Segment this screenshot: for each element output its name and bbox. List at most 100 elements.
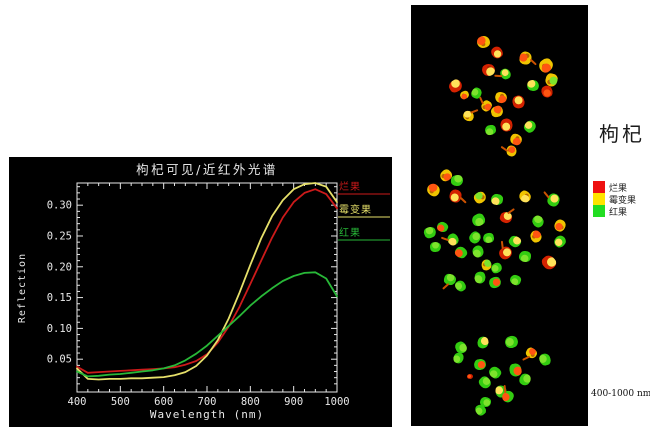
legend-row: 霉变果 <box>593 193 637 206</box>
berry-blob <box>508 273 522 286</box>
berry-blob <box>422 225 438 240</box>
berry-stem <box>500 240 504 249</box>
berry-blob <box>440 232 461 247</box>
berry-blob <box>429 240 441 253</box>
berry-blob <box>469 211 487 228</box>
berry-stem <box>493 73 502 77</box>
berry-blob <box>529 229 543 244</box>
y-tick-label: 0.15 <box>47 292 72 304</box>
berry-stem <box>478 95 484 104</box>
berry-blob <box>481 231 495 244</box>
chart-legend-label: 红果 <box>339 226 361 239</box>
berry-stem <box>529 57 537 65</box>
berry-blob <box>502 333 520 350</box>
legend-color-swatch <box>593 181 605 193</box>
classification-image-panel <box>411 5 588 426</box>
berry-blob <box>500 144 517 157</box>
spectral-chart: 400 500 600 700 800 900 1000 0.05 0.10 0.15 0.20 0.… <box>17 162 390 421</box>
berry-blob <box>473 270 487 285</box>
berry-blob <box>434 219 450 234</box>
x-tick-label: 700 <box>198 396 217 408</box>
berry-blob <box>480 62 496 77</box>
legend-label: 烂果 <box>609 183 628 194</box>
berry-blob <box>467 229 483 246</box>
y-tick-label: 0.30 <box>47 200 72 212</box>
berry-blob <box>466 373 474 380</box>
series-curve-1 <box>76 182 338 381</box>
berry-blob <box>488 44 506 61</box>
x-tick-label: 500 <box>111 396 130 408</box>
berry-stem <box>440 236 449 242</box>
berry-blob <box>498 208 516 225</box>
y-axis-label: Reflection <box>17 253 28 323</box>
legend-color-swatch <box>593 193 605 205</box>
x-axis-label: Wavelength (nm) <box>150 408 264 421</box>
berry-blob <box>518 50 537 65</box>
berry-blob <box>489 104 505 119</box>
berry-blob <box>460 108 479 123</box>
legend-row: 烂果 <box>593 181 636 194</box>
berry-blob <box>510 93 526 110</box>
berry-blob <box>498 116 514 133</box>
legend-label: 霉变果 <box>609 195 637 206</box>
berry-blob <box>536 56 556 75</box>
x-tick-label: 900 <box>284 396 303 408</box>
berry-blob <box>475 334 491 351</box>
berry-stem <box>470 108 479 114</box>
berry-blob <box>539 252 559 273</box>
berry-stem <box>441 282 450 290</box>
berry-blob <box>522 118 538 135</box>
berry-blob <box>551 233 569 250</box>
berry-blob <box>542 190 561 208</box>
berry-blob <box>517 188 533 205</box>
wavelength-range-caption: 400-1000 nm <box>591 389 650 399</box>
berry-blob <box>471 189 489 206</box>
chart-legend-label: 霉变果 <box>339 203 372 216</box>
berry-blob <box>472 357 488 372</box>
berry-blob <box>458 89 470 100</box>
berry-blob <box>490 193 504 206</box>
berry-blob <box>530 213 546 230</box>
legend-row: 红果 <box>593 205 636 218</box>
berry-stem <box>521 354 530 361</box>
berry-blob <box>493 66 513 81</box>
sample-name-label: 枸杞 <box>599 122 645 146</box>
plot-frame <box>76 182 338 393</box>
berry-blob <box>448 188 467 203</box>
y-tick-label: 0.10 <box>47 323 72 335</box>
berry-blob <box>476 35 490 48</box>
berry-blob <box>483 123 497 136</box>
berry-blob <box>518 250 532 263</box>
chart-legend-label: 烂果 <box>339 181 361 193</box>
berry-blob <box>537 352 553 367</box>
berry-blob <box>525 78 541 93</box>
berry-stem <box>542 190 550 199</box>
berry-blob <box>552 217 568 234</box>
x-tick-label: 600 <box>154 396 173 408</box>
berry-stem <box>507 208 516 215</box>
y-tick-label: 0.05 <box>47 354 72 366</box>
series-curve-2 <box>76 271 338 378</box>
berry-blob <box>486 364 504 381</box>
berry-blob <box>493 90 509 105</box>
berry-blob <box>452 244 470 261</box>
berry-blob <box>450 174 464 187</box>
berry-blob <box>508 362 522 377</box>
x-tick-label: 1000 <box>324 396 349 408</box>
chart-title: 枸杞可见/近红外光谱 <box>136 162 278 177</box>
berry-blob <box>521 345 539 361</box>
berry-blob <box>424 180 442 199</box>
legend-label: 红果 <box>609 207 628 218</box>
berry-blob <box>496 240 514 262</box>
x-tick-label: 800 <box>241 396 260 408</box>
berry-stem <box>500 144 508 152</box>
spectral-chart-panel: 400 500 600 700 800 900 1000 0.05 0.10 0.15 0.20 0.… <box>9 157 392 427</box>
berry-blob <box>472 245 484 258</box>
x-tick-label: 400 <box>68 396 87 408</box>
y-tick-label: 0.20 <box>47 261 72 273</box>
berry-blob <box>487 274 503 291</box>
classification-legend: 烂果 霉变果 红果 <box>593 181 637 218</box>
y-tick-label: 0.25 <box>47 230 72 242</box>
berry-stem <box>459 196 467 203</box>
